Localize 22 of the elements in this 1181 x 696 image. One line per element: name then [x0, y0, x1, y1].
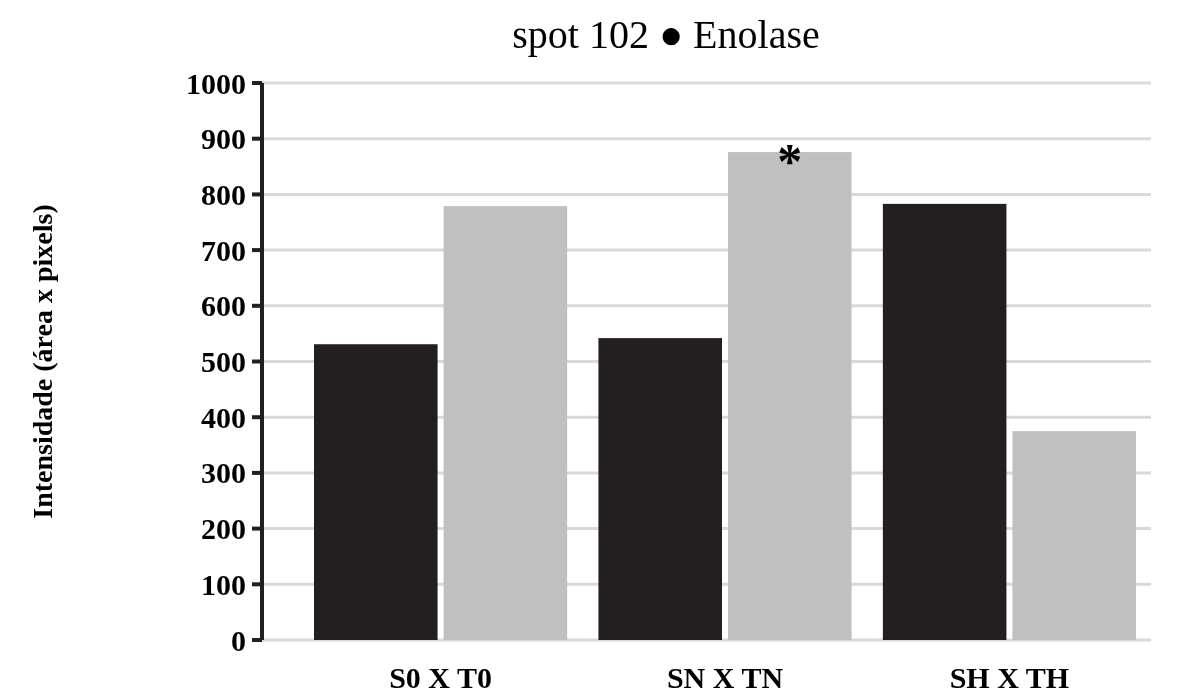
x-tick-label: S0 X T0 — [389, 661, 492, 694]
bar — [598, 338, 722, 640]
y-tick-label: 800 — [201, 177, 246, 211]
y-tick-label: 500 — [201, 345, 246, 378]
x-tick-label: SH X TH — [949, 661, 1070, 694]
chart-title: spot 102 ● Enolase — [512, 12, 820, 57]
bar — [1012, 431, 1136, 640]
y-axis-title: Intensidade (área x pixels) — [27, 204, 58, 519]
bar — [882, 203, 1007, 640]
y-tick-label: 300 — [201, 456, 246, 490]
x-tick-label: SN X TN — [666, 661, 784, 694]
annotation: * — [777, 133, 803, 190]
bar — [443, 206, 568, 640]
y-tick-label: 700 — [201, 233, 246, 267]
y-tick-label: 400 — [201, 400, 246, 434]
y-tick-label: 1000 — [186, 66, 246, 100]
y-tick-label: 100 — [201, 567, 246, 601]
y-tick-label: 600 — [201, 289, 246, 323]
y-tick-label: 900 — [201, 122, 246, 156]
y-tick-label: 0 — [231, 623, 246, 657]
bar — [314, 344, 438, 640]
y-tick-label: 200 — [201, 512, 246, 546]
